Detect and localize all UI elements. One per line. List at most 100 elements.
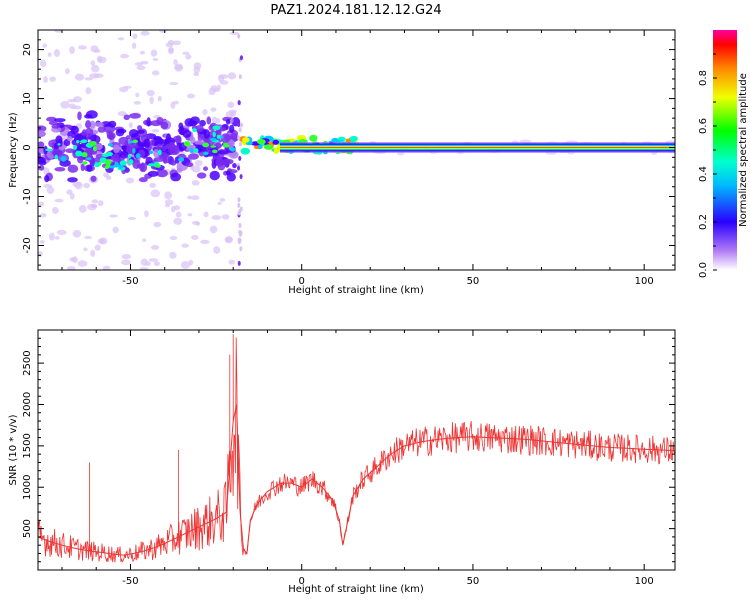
x-tick-label: 0 <box>299 576 305 587</box>
snr-frame <box>37 329 676 571</box>
heat-cell <box>219 198 226 202</box>
heat-cell <box>212 149 218 154</box>
heat-cell <box>94 244 101 251</box>
snr-y-axis: 500 1000 1500 2000 2500 <box>22 329 675 571</box>
heat-cell <box>112 226 119 234</box>
heat-cell <box>60 156 67 162</box>
heat-cell <box>125 177 135 184</box>
heat-cell <box>140 30 150 36</box>
heat-cell <box>39 213 47 218</box>
heat-cell <box>222 158 234 165</box>
heat-cell <box>65 148 75 154</box>
heat-cell <box>202 142 210 148</box>
heat-cell <box>85 110 98 119</box>
spectrogram-y-label: Frequency (Hz) <box>8 112 19 188</box>
heat-cell <box>202 151 209 156</box>
heat-cell <box>175 135 182 145</box>
heat-cell <box>60 100 70 109</box>
heat-cell <box>217 162 226 171</box>
heat-cell <box>202 108 208 116</box>
heat-cell <box>107 143 114 147</box>
heat-cell <box>46 186 55 194</box>
heat-cell <box>158 30 168 34</box>
heat-cell <box>152 57 159 61</box>
heat-cell <box>87 152 93 163</box>
heat-cell <box>73 144 77 150</box>
heat-cell <box>80 139 88 144</box>
heat-cell <box>51 124 61 129</box>
heat-cell <box>165 42 174 48</box>
heat-cell <box>38 201 45 207</box>
heat-cell <box>65 68 70 75</box>
heat-cell <box>237 237 241 243</box>
heat-cell <box>85 119 92 129</box>
heat-cell <box>162 157 170 164</box>
colorbar-tick-label: 0.2 <box>698 214 709 230</box>
heat-cell <box>139 50 146 55</box>
spectrogram-x-label: Height of straight line (km) <box>288 285 424 296</box>
heat-cell <box>238 155 242 161</box>
heat-cell <box>192 128 197 133</box>
heat-cell <box>135 92 140 98</box>
heat-cell <box>77 111 82 121</box>
heat-cell <box>72 105 82 110</box>
heat-cell <box>194 140 205 145</box>
heat-cell <box>134 62 144 66</box>
heat-cell <box>51 148 61 156</box>
heat-cell <box>221 214 230 220</box>
heat-cell <box>239 246 243 252</box>
heat-cell <box>237 197 241 203</box>
heat-cell <box>99 237 108 245</box>
heat-cell <box>80 163 85 172</box>
colorbar-label: Normalized spectral amplitude <box>738 73 749 227</box>
heat-cell <box>349 135 358 142</box>
heat-cell <box>238 127 242 133</box>
x-tick-label: 0 <box>299 276 305 287</box>
heat-cell <box>237 135 241 141</box>
heat-cell <box>217 150 230 155</box>
heat-cell <box>49 76 56 82</box>
heat-cell <box>67 266 76 270</box>
heat-cell <box>263 144 274 150</box>
heat-cell <box>209 225 218 234</box>
heat-cell <box>128 159 134 165</box>
heat-cell <box>164 199 174 206</box>
heat-cell <box>258 143 263 150</box>
heat-cell <box>216 134 221 139</box>
heat-cell <box>149 96 154 105</box>
heat-cell <box>156 169 168 178</box>
heat-cell <box>173 217 183 225</box>
heat-cell <box>196 172 207 179</box>
y-tick-label: 1500 <box>22 433 33 458</box>
heat-cell <box>222 144 230 148</box>
y-tick-label: 20 <box>22 43 33 56</box>
heat-cell <box>136 163 144 169</box>
heat-cell <box>121 254 132 260</box>
heat-cell <box>94 122 104 127</box>
heat-cell <box>90 60 96 66</box>
heat-cell <box>182 51 190 55</box>
heat-cell <box>239 206 243 212</box>
heat-cell <box>224 236 233 244</box>
heat-cell <box>195 221 201 226</box>
heat-cell <box>38 130 46 137</box>
heat-cell <box>169 236 178 241</box>
heat-cell <box>119 160 127 166</box>
heat-cell <box>228 259 236 265</box>
heat-cell <box>239 174 243 180</box>
heat-cell <box>94 162 100 168</box>
heat-cell <box>77 155 84 164</box>
colorbar: 0.0 0.2 0.4 0.6 0.8 Normalized spectral ampl… <box>698 30 749 278</box>
heat-cell <box>94 73 104 78</box>
heat-cell <box>133 100 141 105</box>
heat-cell <box>217 201 222 205</box>
colorbar-tick-label: 0.6 <box>698 118 709 134</box>
heat-cell <box>39 240 45 244</box>
heat-cell <box>225 119 231 125</box>
heat-cell <box>213 246 221 254</box>
heat-cell <box>153 261 160 267</box>
heat-cell <box>219 135 224 139</box>
heat-cell <box>239 55 243 61</box>
heat-cell <box>169 251 177 259</box>
heat-cell <box>237 100 241 106</box>
